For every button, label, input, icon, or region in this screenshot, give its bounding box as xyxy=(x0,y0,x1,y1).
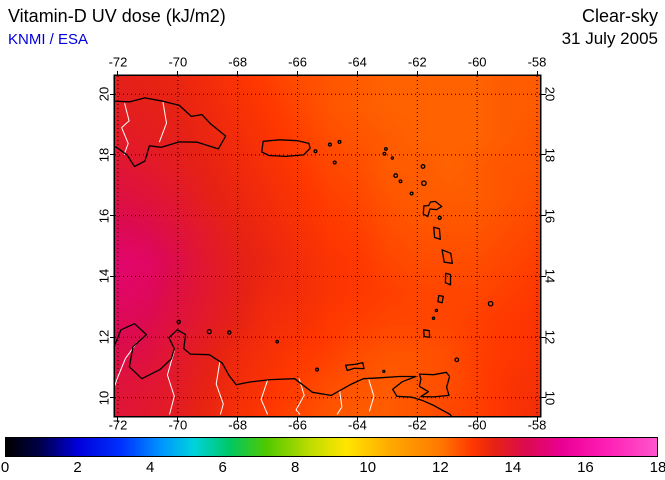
islet-outline xyxy=(421,180,427,187)
islet-outline xyxy=(398,179,403,184)
date-label: 31 July 2005 xyxy=(561,29,658,48)
axis-tick xyxy=(297,71,299,76)
axis-tick xyxy=(536,71,538,76)
guadeloupe-coastline xyxy=(422,200,443,218)
map-plot-area xyxy=(115,76,540,416)
axis-tick-label: -62 xyxy=(407,417,427,433)
islet-outline xyxy=(332,160,337,165)
axis-tick xyxy=(117,417,119,422)
islet-outline xyxy=(390,156,395,160)
islet-outline xyxy=(382,151,387,156)
st-vincent-coastline xyxy=(437,294,444,304)
islet-outline xyxy=(313,149,318,154)
islet-outline xyxy=(327,142,332,147)
axis-tick xyxy=(536,417,538,422)
axis-tick-label: -62 xyxy=(407,54,427,70)
axis-tick xyxy=(541,215,546,217)
colorbar-gradient xyxy=(5,437,658,457)
state-border-1-border-line xyxy=(166,350,175,415)
page-title: Vitamin-D UV dose (kJ/m2) xyxy=(8,6,226,26)
state-border-2-border-line xyxy=(215,361,224,415)
state-border-3-border-line xyxy=(260,380,269,415)
axis-tick xyxy=(541,275,546,277)
martinique-coastline xyxy=(441,249,453,264)
islet-outline xyxy=(227,330,232,335)
axis-tick xyxy=(416,71,418,76)
islet-outline xyxy=(487,300,494,307)
axis-tick xyxy=(541,154,546,156)
st-lucia-coastline xyxy=(444,272,452,286)
axis-tick-label: -68 xyxy=(228,417,248,433)
state-border-4-border-line xyxy=(295,378,305,415)
axis-tick-label: -60 xyxy=(467,417,487,433)
islet-outline xyxy=(393,173,399,179)
axis-tick xyxy=(541,397,546,399)
axis-tick-label: -70 xyxy=(168,54,188,70)
axis-tick xyxy=(110,215,115,217)
dominica-coastline xyxy=(433,226,441,240)
axis-tick xyxy=(237,71,239,76)
axis-tick xyxy=(110,397,115,399)
axis-tick-label: -58 xyxy=(527,54,547,70)
axis-tick-label: -70 xyxy=(168,417,188,433)
islet-outline xyxy=(409,191,414,196)
axis-tick-label: -68 xyxy=(228,54,248,70)
axis-tick xyxy=(416,417,418,422)
islet-outline xyxy=(431,316,436,321)
colombia-venezuela-border-line xyxy=(115,341,138,387)
axis-tick xyxy=(297,417,299,422)
axis-tick xyxy=(356,71,358,76)
islet-outline xyxy=(206,328,212,335)
dr-province-border-border-line xyxy=(158,101,167,143)
axis-tick-label: -72 xyxy=(108,54,128,70)
hispaniola-coastline xyxy=(115,97,227,168)
puerto-rico-coastline xyxy=(261,139,311,158)
source-credit: KNMI / ESA xyxy=(8,31,89,48)
axis-tick xyxy=(177,417,179,422)
axis-tick xyxy=(476,71,478,76)
islet-outline xyxy=(275,339,280,344)
islet-outline xyxy=(383,146,388,151)
axis-tick-label: -64 xyxy=(348,54,367,70)
islet-outline xyxy=(437,215,442,220)
islet-outline xyxy=(382,369,386,374)
axis-tick-label: -64 xyxy=(348,417,367,433)
axis-tick xyxy=(177,71,179,76)
islet-outline xyxy=(434,308,439,313)
axis-tick xyxy=(356,417,358,422)
south-america-coast-coastline xyxy=(115,323,452,416)
grenada-coastline xyxy=(422,329,431,339)
axis-tick-label: -66 xyxy=(288,417,307,433)
axis-tick-label: -66 xyxy=(288,54,307,70)
margarita-coastline xyxy=(344,361,365,372)
haiti-dominican-border-border-line xyxy=(121,103,130,156)
coastline-grid-overlay xyxy=(115,76,540,416)
axis-tick-label: -60 xyxy=(467,54,487,70)
islet-outline xyxy=(337,139,342,144)
axis-tick xyxy=(110,154,115,156)
sky-condition-label: Clear-sky xyxy=(581,6,658,26)
axis-tick xyxy=(476,417,478,422)
islet-outline xyxy=(454,357,460,363)
state-border-5-border-line xyxy=(336,390,343,415)
state-border-6-border-line xyxy=(368,379,375,412)
uv-heatmap-canvas xyxy=(115,76,540,416)
axis-tick xyxy=(110,275,115,277)
islet-outline xyxy=(420,164,426,169)
axis-tick-label: -58 xyxy=(527,417,547,433)
trinidad-coastline xyxy=(418,371,451,398)
axis-tick-label: -72 xyxy=(108,417,128,433)
islet-outline xyxy=(176,319,181,325)
axis-tick xyxy=(541,93,546,95)
axis-tick xyxy=(110,336,115,338)
axis-tick xyxy=(237,417,239,422)
axis-tick xyxy=(110,93,115,95)
axis-tick xyxy=(541,336,546,338)
islet-outline xyxy=(314,367,320,372)
axis-tick xyxy=(117,71,119,76)
